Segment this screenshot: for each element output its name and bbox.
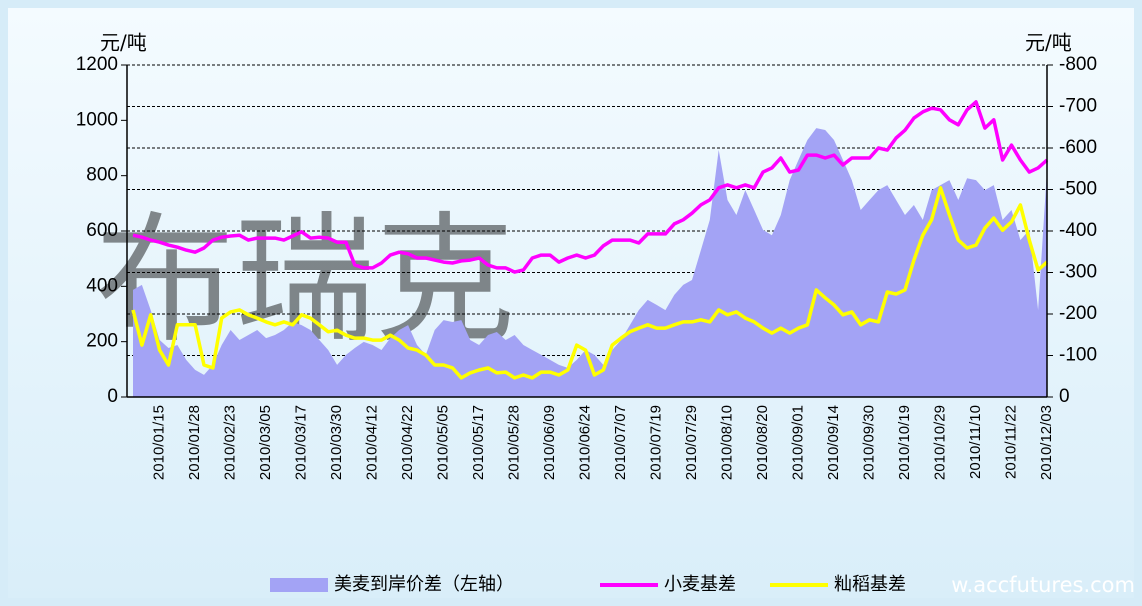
y2-tick-label: -600 — [1059, 137, 1097, 158]
y-unit: 元/吨 — [100, 31, 147, 55]
y-tick-label: 1000 — [76, 109, 118, 130]
y2-unit: 元/吨 — [1025, 31, 1072, 55]
x-tick-label: 2010/09/14 — [825, 405, 842, 480]
x-tick-label: 2010/11/22 — [1002, 405, 1019, 479]
legend-label: 美麦到岸价差（左轴） — [334, 574, 514, 595]
x-tick-label: 2010/06/09 — [541, 405, 558, 480]
x-tick-label: 2010/07/07 — [612, 405, 629, 480]
x-tick-label: 2010/08/10 — [718, 405, 735, 480]
x-tick-label: 2010/10/29 — [931, 405, 948, 480]
y2-tick-label: -100 — [1059, 345, 1097, 366]
x-tick-label: 2010/06/24 — [577, 405, 594, 480]
line — [131, 186, 1049, 380]
area — [133, 128, 1047, 397]
y2-tick-label: -500 — [1059, 179, 1097, 200]
y-tick-label: 600 — [86, 220, 118, 241]
x-tick-label: 2010/03/30 — [328, 405, 345, 480]
y2-tick-label: -400 — [1059, 220, 1097, 241]
x-tick-label: 2010/03/17 — [293, 405, 310, 480]
y-tick-label: 400 — [86, 275, 118, 296]
x-tick-label: 2010/04/22 — [399, 405, 416, 480]
x-tick-label: 2010/01/15 — [151, 405, 168, 480]
x-tick-label: 2010/09/01 — [789, 405, 806, 480]
y-tick-label: 0 — [107, 386, 118, 407]
legend-swatch — [270, 578, 328, 592]
x-tick-label: 2010/07/19 — [648, 405, 665, 480]
line — [132, 100, 1049, 274]
x-tick-label: 2010/07/29 — [683, 405, 700, 480]
x-tick-label: 2010/05/28 — [506, 405, 523, 480]
x-tick-label: 2010/09/30 — [860, 405, 877, 480]
y2-tick-label: -800 — [1059, 54, 1097, 75]
x-tick-label: 2010/10/19 — [896, 405, 913, 480]
x-tick-label: 2010/03/05 — [257, 405, 274, 480]
x-tick-label: 2010/04/12 — [364, 405, 381, 480]
y-tick-label: 800 — [86, 165, 118, 186]
x-tick-label: 2010/02/23 — [222, 405, 239, 480]
x-tick-label: 2010/12/03 — [1038, 405, 1055, 480]
x-tick-label: 2010/05/05 — [435, 405, 452, 480]
y2-tick-label: -300 — [1059, 262, 1097, 283]
y-tick-label: 200 — [86, 331, 118, 352]
y2-tick-label: -700 — [1059, 96, 1097, 117]
y2-tick-label: 0 — [1059, 386, 1070, 407]
x-tick-label: 2010/08/20 — [754, 405, 771, 480]
legend-label: 籼稻基差 — [834, 574, 906, 595]
x-tick-label: 2010/05/17 — [470, 405, 487, 480]
source-watermark: w.accfutures.com — [951, 573, 1135, 597]
y2-tick-label: -200 — [1059, 303, 1097, 324]
x-tick-label: 2010/01/28 — [186, 405, 203, 480]
x-tick-label: 2010/11/10 — [967, 405, 984, 479]
y-tick-label: 1200 — [76, 54, 118, 75]
legend-label: 小麦基差 — [664, 574, 736, 595]
